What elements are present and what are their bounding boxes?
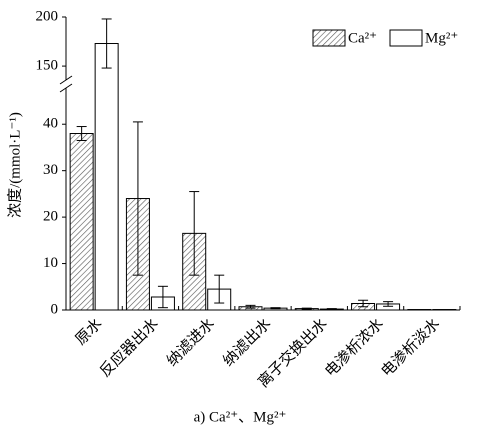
x-tick-label: 电渗析淡水 [378,315,443,380]
legend-swatch [312,29,346,47]
error-bar [326,308,337,311]
y-tick-label: 30 [43,162,58,178]
bar [94,43,119,311]
x-tick-label: 电渗析浓水 [322,315,387,380]
axis-break [59,75,73,93]
legend-swatch [389,29,423,47]
y-axis-label: 浓度/(mmol·L⁻¹) [6,112,23,218]
error-bar [76,126,87,141]
error-bar [245,304,256,309]
bar [69,133,94,311]
y-tick-label: 10 [43,255,58,271]
error-bar [214,274,225,304]
error-bar [132,121,143,276]
y-tick-label: 20 [43,209,58,225]
error-bar [157,285,168,309]
error-bar [301,307,312,310]
error-bar [189,191,200,276]
y-tick-label: 40 [43,116,58,132]
legend-label: Mg²⁺ [425,30,458,46]
error-bar [101,18,112,69]
x-tick-label: 纳滤进水 [164,315,218,369]
x-tick-label: 反应器出水 [96,315,162,381]
error-bar [383,301,394,307]
error-bar [270,307,281,310]
legend-label: Ca²⁺ [348,30,377,46]
y-tick-label: 200 [36,8,59,24]
error-bar [358,299,369,308]
x-tick-label: 纳滤出水 [220,315,274,369]
x-tick-label: 原水 [72,315,105,348]
y-tick-label: 0 [51,301,59,317]
chart-caption: a) Ca²⁺、Mg²⁺ [194,409,287,425]
y-tick-label: 150 [36,58,59,74]
